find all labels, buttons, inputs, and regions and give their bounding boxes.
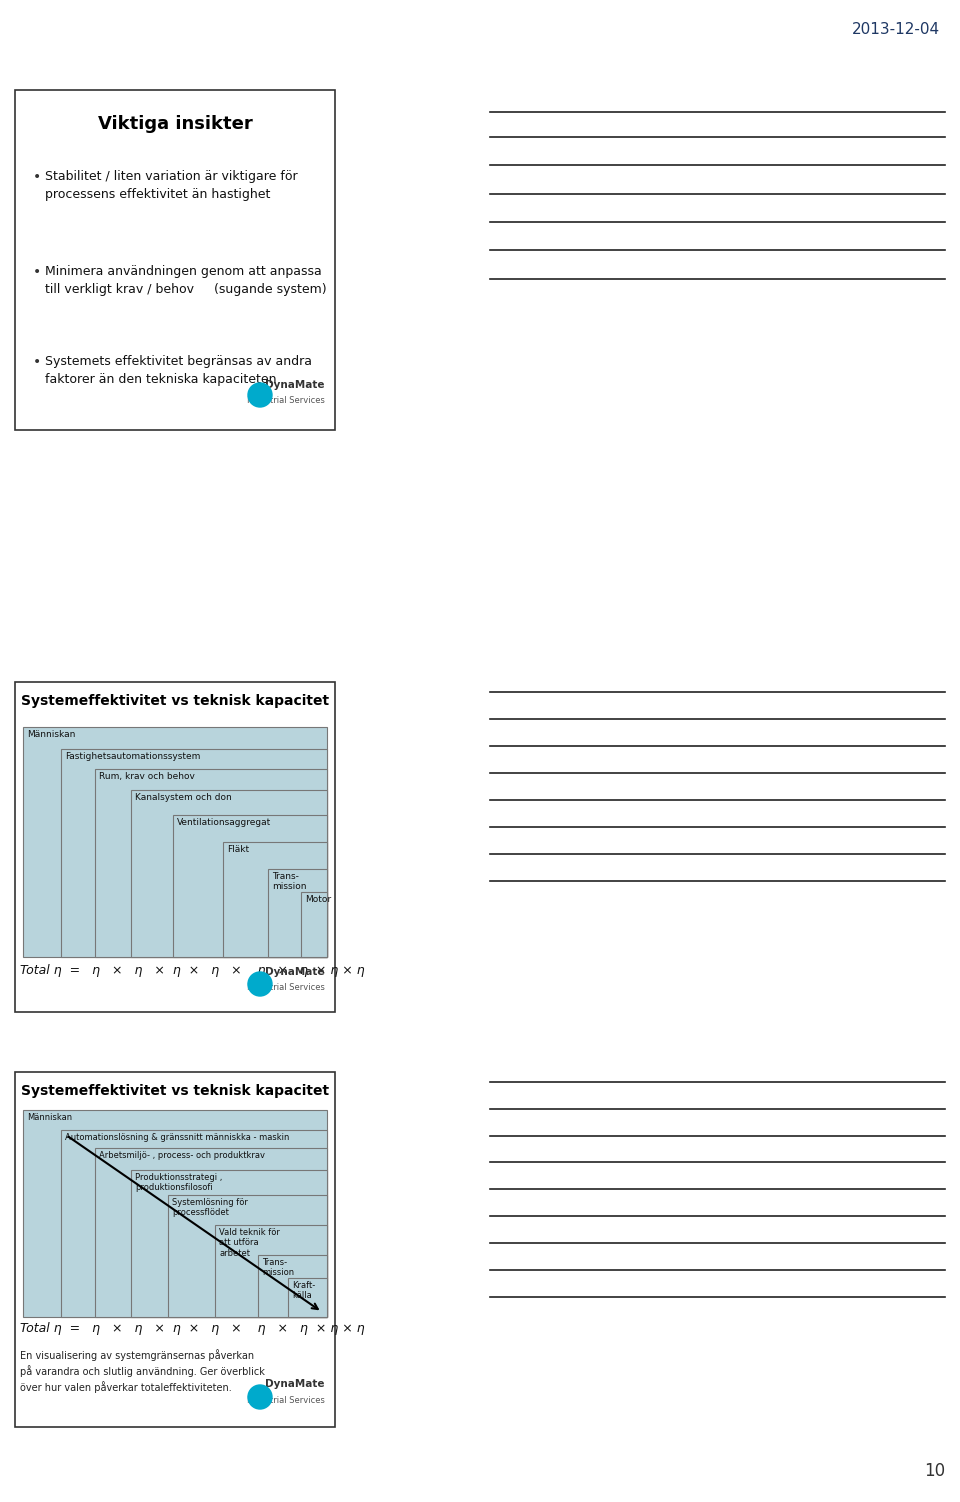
Text: Människan: Människan xyxy=(27,730,76,739)
Circle shape xyxy=(30,212,160,342)
Bar xyxy=(301,892,327,957)
Text: DynaMate: DynaMate xyxy=(266,1379,325,1389)
Bar xyxy=(131,1170,327,1317)
Text: Fastighetsautomationssystem: Fastighetsautomationssystem xyxy=(65,753,201,762)
Circle shape xyxy=(65,153,245,333)
Bar xyxy=(173,816,327,957)
Bar xyxy=(223,843,327,957)
Bar xyxy=(15,90,335,430)
Text: Trans-
mission: Trans- mission xyxy=(272,873,306,891)
Text: Motor: Motor xyxy=(305,895,331,904)
Text: Total η  =   η   ×   η   ×  η  ×   η   ×    η   ×   η  × η × η: Total η = η × η × η × η × η × η × η × η xyxy=(20,1322,365,1335)
Bar xyxy=(15,1072,335,1427)
Text: Industrial Services: Industrial Services xyxy=(247,397,325,406)
Text: Kanalsystem och don: Kanalsystem och don xyxy=(135,793,231,802)
Bar xyxy=(23,727,327,957)
Text: Minimera användningen genom att anpassa
till verkligt krav / behov     (sugande : Minimera användningen genom att anpassa … xyxy=(45,264,326,296)
Text: Viktiga insikter: Viktiga insikter xyxy=(98,116,252,134)
Text: Rum, krav och behov: Rum, krav och behov xyxy=(99,772,195,781)
Text: Ventilationsaggregat: Ventilationsaggregat xyxy=(177,819,272,828)
Text: 2013-12-04: 2013-12-04 xyxy=(852,23,940,38)
Bar xyxy=(131,790,327,957)
Bar xyxy=(23,1110,327,1317)
Text: Total η  =   η   ×   η   ×  η  ×   η   ×    η   ×   η  × η × η: Total η = η × η × η × η × η × η × η × η xyxy=(20,964,365,976)
Bar xyxy=(168,1196,327,1317)
Circle shape xyxy=(248,1385,272,1409)
Text: 10: 10 xyxy=(924,1461,945,1479)
Text: •: • xyxy=(33,264,41,279)
Text: Kraft-
källa: Kraft- källa xyxy=(292,1281,315,1301)
Bar xyxy=(268,870,327,957)
Text: •: • xyxy=(33,170,41,185)
Text: Trans-
mission: Trans- mission xyxy=(262,1259,294,1277)
Text: Människan: Människan xyxy=(27,1113,72,1122)
Text: En visualisering av systemgränsernas påverkan
på varandra och slutlig användning: En visualisering av systemgränsernas påv… xyxy=(20,1349,265,1392)
Text: Arbetsmiljö- , process- och produktkrav: Arbetsmiljö- , process- och produktkrav xyxy=(99,1151,265,1160)
Text: Systemeffektivitet vs teknisk kapacitet: Systemeffektivitet vs teknisk kapacitet xyxy=(21,1084,329,1098)
Text: Fläkt: Fläkt xyxy=(227,846,250,855)
Bar xyxy=(258,1256,327,1317)
Bar xyxy=(61,749,327,957)
Bar xyxy=(95,1148,327,1317)
Text: Vald teknik för
att utföra
arbetet: Vald teknik för att utföra arbetet xyxy=(219,1229,280,1257)
Circle shape xyxy=(248,972,272,996)
Text: DynaMate: DynaMate xyxy=(266,380,325,391)
Bar xyxy=(215,1226,327,1317)
Circle shape xyxy=(25,820,145,940)
Bar xyxy=(288,1278,327,1317)
Circle shape xyxy=(248,383,272,407)
Bar xyxy=(95,769,327,957)
Text: Systemlösning för
processflödet: Systemlösning för processflödet xyxy=(172,1199,248,1218)
Text: Automationslösning & gränssnitt människka - maskin: Automationslösning & gränssnitt människk… xyxy=(65,1133,289,1142)
Text: Industrial Services: Industrial Services xyxy=(247,1395,325,1404)
Bar xyxy=(61,1130,327,1317)
Text: Stabilitet / liten variation är viktigare för
processens effektivitet än hastigh: Stabilitet / liten variation är viktigar… xyxy=(45,170,298,201)
Text: Produktionsstrategi ,
produktionsfilosofi: Produktionsstrategi , produktionsfilosof… xyxy=(135,1173,223,1193)
Text: Industrial Services: Industrial Services xyxy=(247,982,325,991)
Text: Systemeffektivitet vs teknisk kapacitet: Systemeffektivitet vs teknisk kapacitet xyxy=(21,694,329,707)
Bar xyxy=(15,682,335,1012)
Text: DynaMate: DynaMate xyxy=(266,967,325,976)
Text: Systemets effektivitet begränsas av andra
faktorer än den tekniska kapaciteten: Systemets effektivitet begränsas av andr… xyxy=(45,354,312,386)
Circle shape xyxy=(25,1226,145,1344)
Text: •: • xyxy=(33,354,41,369)
